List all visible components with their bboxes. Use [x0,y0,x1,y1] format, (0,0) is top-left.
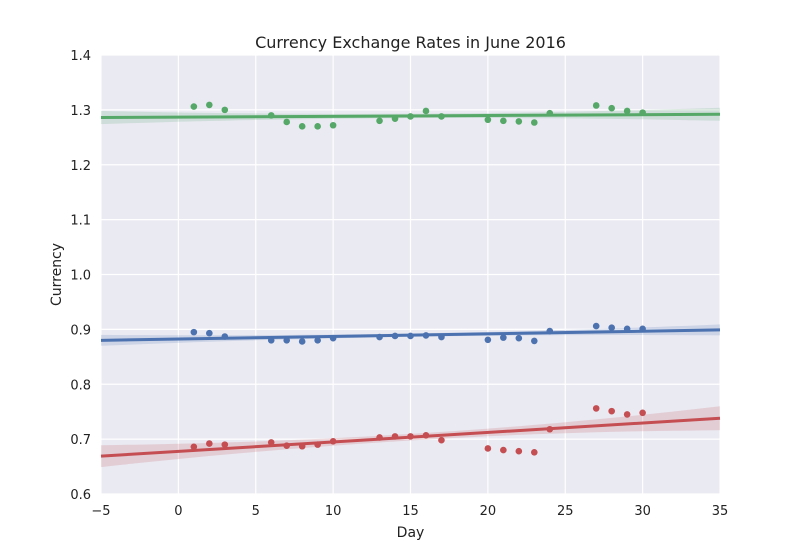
data-point [267,112,275,119]
data-point [221,106,229,114]
data-point [376,333,383,341]
data-point [422,332,430,339]
data-point [407,113,414,120]
data-point [623,107,631,115]
data-point [283,337,291,344]
data-points [190,101,646,456]
data-point [376,434,383,441]
data-point [608,407,615,415]
y-tick-label: 1.3 [70,104,91,119]
x-tick-label: 30 [634,504,651,519]
data-point [608,104,615,112]
data-point [438,333,445,341]
data-point [623,411,631,418]
data-point [639,409,646,417]
x-tick-label: 10 [325,504,342,519]
data-point [515,118,523,125]
data-point [329,121,337,129]
x-tick-label: 20 [480,504,497,519]
data-point [531,337,538,345]
y-tick-label: 1.2 [70,159,91,174]
y-tick-label: 0.8 [70,378,91,393]
data-point [267,337,275,344]
data-point [314,337,321,344]
data-point [438,436,445,444]
x-tick-label: 5 [252,504,260,519]
x-tick-label: 0 [174,504,182,519]
x-tick-label: 25 [557,504,574,519]
data-point [515,447,523,455]
data-point [314,123,321,130]
data-point [484,336,492,344]
data-point [592,102,600,109]
data-point [639,109,646,116]
y-axis-label: Currency [49,243,65,306]
y-tick-labels: 0.6 0.7 0.8 0.9 1.0 1.1 1.2 1.3 1.4 [70,49,91,503]
data-point [592,405,600,412]
data-point [623,325,631,333]
data-point [391,332,399,340]
y-tick-label: 1.1 [70,214,91,229]
data-point [608,324,615,332]
data-point [206,101,213,109]
data-point [515,334,523,342]
data-point [298,338,306,345]
x-axis-label: Day [397,525,425,541]
x-tick-label: 35 [712,504,729,519]
data-point [500,446,507,454]
data-point [592,322,600,330]
data-point [500,334,507,341]
x-tick-labels: −5 0 5 10 15 20 25 30 35 [91,504,728,519]
data-point [391,115,399,122]
data-point [531,119,538,126]
data-point [407,332,414,340]
data-point [283,442,291,450]
data-point [376,117,383,125]
data-point [283,118,291,126]
y-tick-label: 0.6 [70,488,91,503]
data-point [314,441,321,448]
data-point [531,448,538,456]
y-tick-label: 0.9 [70,323,91,338]
data-point [484,116,492,124]
data-point [298,123,306,130]
data-point [298,442,306,450]
data-point [546,109,554,117]
data-point [190,103,198,110]
data-point [422,107,430,115]
data-point [546,327,554,335]
data-point [190,443,198,451]
data-point [206,440,213,447]
data-point [221,441,229,448]
data-point [639,325,646,333]
data-point [438,113,445,120]
x-tick-label: 15 [402,504,419,519]
data-point [422,431,430,439]
data-point [206,329,213,337]
y-tick-label: 1.0 [70,269,91,284]
data-point [407,433,414,440]
chart-title: Currency Exchange Rates in June 2016 [255,33,566,52]
data-point [221,333,229,340]
data-point [329,438,337,445]
data-point [190,328,198,336]
data-point [484,445,492,452]
y-tick-label: 1.4 [70,49,91,64]
data-point [500,117,507,125]
data-point [329,334,337,342]
data-point [267,439,275,446]
data-point [391,433,399,440]
x-tick-label: −5 [91,504,110,519]
y-tick-label: 0.7 [70,433,91,448]
data-point [546,425,554,433]
